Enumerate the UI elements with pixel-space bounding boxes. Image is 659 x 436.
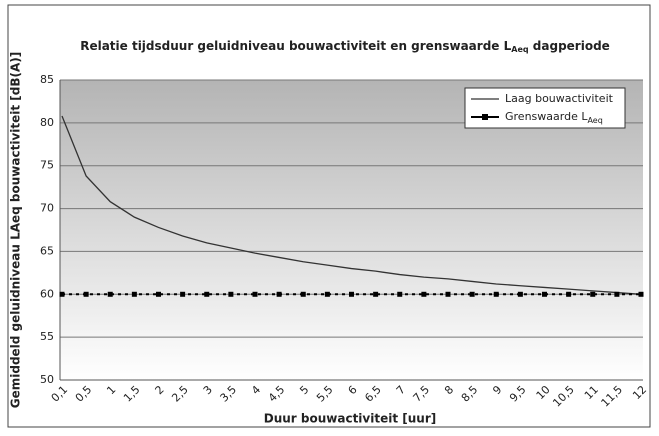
marker xyxy=(638,291,644,297)
marker xyxy=(397,291,403,297)
legend-box xyxy=(464,87,626,129)
marker xyxy=(252,291,258,297)
y-axis-label: Gemiddeld geluidniveau LAeq bouwactivite… xyxy=(9,52,23,409)
y-tick-label: 65 xyxy=(40,244,54,257)
chart-title: Relatie tijdsduur geluidniveau bouwactiv… xyxy=(80,39,610,54)
marker xyxy=(131,291,137,297)
y-tick-label: 70 xyxy=(40,202,54,215)
y-tick-label: 50 xyxy=(40,373,54,386)
marker xyxy=(300,291,306,297)
legend-text: Laag bouwactiviteit xyxy=(505,92,614,105)
legend-label: Grenswaarde LAeq xyxy=(505,110,603,125)
marker xyxy=(445,291,451,297)
y-tick-label: 80 xyxy=(40,116,54,129)
marker xyxy=(517,291,523,297)
marker xyxy=(421,291,427,297)
y-tick-label: 55 xyxy=(40,330,54,343)
y-tick-label: 60 xyxy=(40,287,54,300)
marker xyxy=(83,291,89,297)
marker xyxy=(204,291,210,297)
plot-area xyxy=(60,80,643,380)
marker xyxy=(59,291,65,297)
marker xyxy=(276,291,282,297)
legend-text: Aeq xyxy=(587,116,602,125)
marker xyxy=(156,291,161,297)
marker xyxy=(228,291,234,297)
marker xyxy=(349,291,354,297)
marker xyxy=(566,291,572,297)
marker xyxy=(180,291,186,297)
marker xyxy=(469,291,475,297)
marker xyxy=(614,291,620,297)
marker xyxy=(590,291,596,297)
legend-label: Laag bouwactiviteit xyxy=(505,92,614,105)
legend-text: Grenswaarde L xyxy=(505,110,588,123)
marker xyxy=(373,291,379,297)
y-tick-label: 75 xyxy=(40,159,54,172)
legend-marker xyxy=(482,114,488,120)
y-tick-label: 85 xyxy=(40,73,54,86)
marker xyxy=(493,291,499,297)
marker xyxy=(324,291,330,297)
series-line xyxy=(61,115,642,295)
marker xyxy=(542,291,547,297)
marker xyxy=(107,291,113,297)
x-axis-label: Duur bouwactiviteit [uur] xyxy=(264,412,436,426)
